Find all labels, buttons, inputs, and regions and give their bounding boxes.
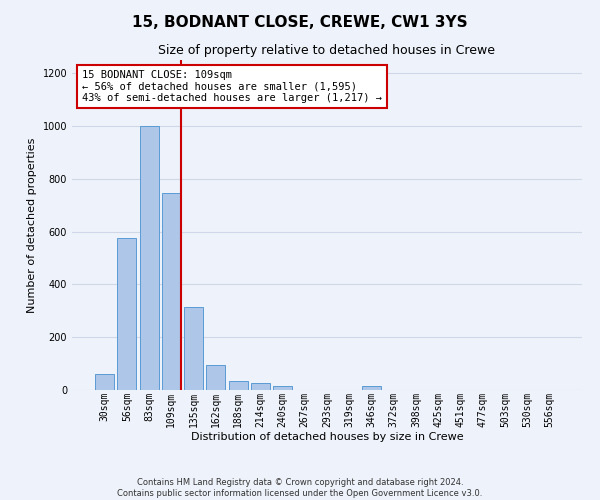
Bar [118,238,136,390]
Bar [273,386,292,390]
Bar [229,381,248,390]
Title: Size of property relative to detached houses in Crewe: Size of property relative to detached ho… [158,44,496,58]
Y-axis label: Number of detached properties: Number of detached properties [27,138,37,312]
Bar [251,384,270,390]
Bar [206,365,225,390]
Bar [184,307,203,390]
Bar [95,374,114,390]
X-axis label: Distribution of detached houses by size in Crewe: Distribution of detached houses by size … [191,432,463,442]
Bar [140,126,158,390]
Bar [162,194,181,390]
Bar [362,386,381,390]
Text: 15, BODNANT CLOSE, CREWE, CW1 3YS: 15, BODNANT CLOSE, CREWE, CW1 3YS [132,15,468,30]
Text: 15 BODNANT CLOSE: 109sqm
← 56% of detached houses are smaller (1,595)
43% of sem: 15 BODNANT CLOSE: 109sqm ← 56% of detach… [82,70,382,103]
Text: Contains HM Land Registry data © Crown copyright and database right 2024.
Contai: Contains HM Land Registry data © Crown c… [118,478,482,498]
